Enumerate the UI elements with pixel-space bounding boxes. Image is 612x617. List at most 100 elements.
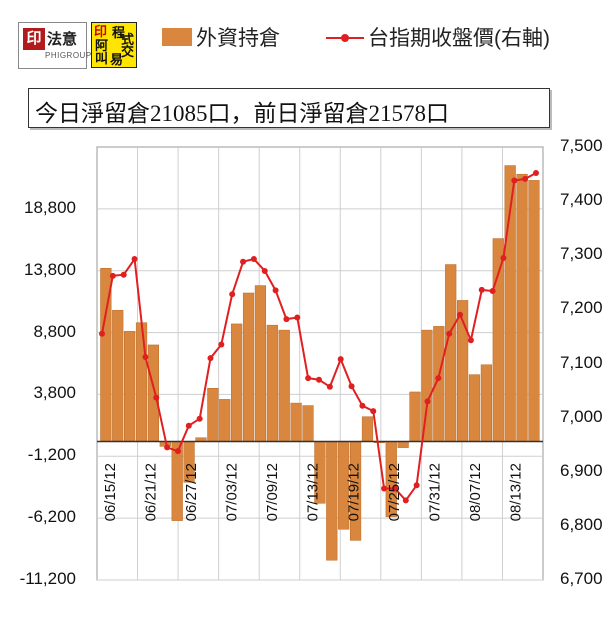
logo-brand-text: 法意 [47, 31, 78, 48]
price-point [305, 375, 312, 382]
left-axis-tick-label: -6,200 [27, 507, 76, 527]
price-point [185, 422, 192, 429]
right-axis-tick-label: 6,900 [560, 460, 603, 480]
holding-bar [492, 238, 504, 442]
holding-bar [124, 331, 136, 442]
price-point [402, 497, 409, 504]
right-axis-tick-label: 7,100 [560, 352, 603, 372]
logo2-char: 式 [121, 32, 135, 47]
holding-bar [480, 364, 492, 442]
program-trading-logo: 印 阿 程 叫 式 交 易 [91, 22, 137, 68]
price-point [196, 415, 203, 422]
price-point [109, 272, 116, 279]
price-point [272, 287, 279, 294]
price-point [467, 337, 474, 344]
price-point [142, 354, 149, 361]
position-summary-text: 今日淨留倉21085口，前日淨留倉21578口 [35, 101, 449, 126]
price-point [261, 267, 268, 274]
x-tick-label: 07/25/12 [386, 463, 403, 521]
holding-bar [219, 399, 231, 442]
price-point [250, 256, 257, 263]
price-point [131, 256, 138, 263]
price-point [478, 286, 485, 293]
holding-bar [326, 441, 338, 561]
holding-bar [135, 322, 148, 442]
price-point [424, 398, 431, 405]
line-legend-marker [341, 34, 349, 42]
logo2-char: 叫 [95, 51, 109, 66]
price-point [359, 402, 366, 409]
holding-bar [231, 323, 243, 442]
holding-bar [290, 402, 302, 442]
bar-legend-label: 外資持倉 [196, 27, 280, 50]
phigroup-logo: 印 法意 PHIGROUP [18, 22, 91, 69]
left-axis-tick-label: -11,200 [19, 569, 76, 588]
logo2-char: 阿 [95, 38, 109, 53]
price-point [294, 314, 301, 321]
x-tick-label: 07/31/12 [426, 463, 443, 521]
holding-bar [242, 292, 255, 442]
holding-bar [361, 416, 374, 442]
price-point [326, 383, 333, 390]
holding-bar [445, 264, 457, 442]
logo2-mark: 印 [94, 24, 108, 39]
holding-bar [254, 285, 267, 442]
plot-area [96, 146, 544, 581]
price-point [522, 175, 529, 182]
line-legend-label: 台指期收盤價(右軸) [368, 27, 550, 50]
right-axis-tick-label: 7,500 [560, 136, 603, 155]
price-point [207, 355, 214, 362]
x-tick-label: 07/19/12 [345, 463, 362, 521]
logo2-char: 交 [121, 44, 135, 59]
bar-legend-swatch [162, 28, 192, 46]
price-point [283, 316, 290, 323]
holding-bar [409, 391, 421, 442]
x-tick-label: 07/03/12 [224, 463, 241, 521]
price-point [457, 311, 464, 318]
right-axis-tick-label: 6,800 [560, 514, 603, 534]
x-tick-label: 06/21/12 [143, 463, 160, 521]
holding-bar [266, 324, 278, 442]
x-tick-label: 08/07/12 [467, 463, 484, 521]
holding-bar [528, 180, 540, 442]
left-axis-tick-label: 13,800 [24, 259, 76, 279]
x-tick-label: 08/13/12 [507, 463, 524, 521]
price-point [489, 287, 496, 294]
left-axis-tick-label: 18,800 [24, 197, 76, 217]
holding-bar [468, 374, 481, 442]
price-point [164, 444, 171, 451]
x-tick-label: 06/15/12 [102, 463, 119, 521]
price-point [435, 375, 442, 382]
holding-bar [112, 310, 124, 442]
logo2-char: 易 [110, 52, 124, 67]
holding-bar [516, 173, 528, 442]
holding-bar [278, 329, 290, 442]
position-summary-box: 今日淨留倉21085口，前日淨留倉21578口 [28, 88, 550, 128]
left-axis-tick-label: 3,800 [33, 383, 76, 403]
price-point [391, 485, 398, 492]
right-axis-tick-label: 7,000 [560, 406, 603, 426]
price-point [229, 291, 236, 298]
x-tick-label: 07/09/12 [264, 463, 281, 521]
price-point [120, 271, 127, 278]
x-tick-label: 06/27/12 [183, 463, 200, 521]
price-point [533, 169, 539, 176]
price-point [240, 258, 247, 265]
price-point [381, 485, 388, 492]
price-point [218, 341, 225, 348]
price-point [316, 376, 322, 383]
seal-mark: 印 [23, 28, 45, 50]
price-point [348, 383, 355, 390]
price-point [413, 482, 420, 489]
price-point [337, 356, 344, 363]
price-point [446, 330, 453, 337]
x-tick-label: 07/13/12 [305, 463, 322, 521]
logo-subtext: PHIGROUP [45, 51, 92, 60]
right-axis-tick-label: 6,700 [560, 569, 603, 588]
price-point [500, 254, 507, 261]
left-axis-tick-label: 8,800 [33, 321, 76, 341]
price-point [174, 448, 181, 455]
right-axis-tick-label: 7,300 [560, 244, 603, 264]
holding-bar [397, 441, 409, 448]
